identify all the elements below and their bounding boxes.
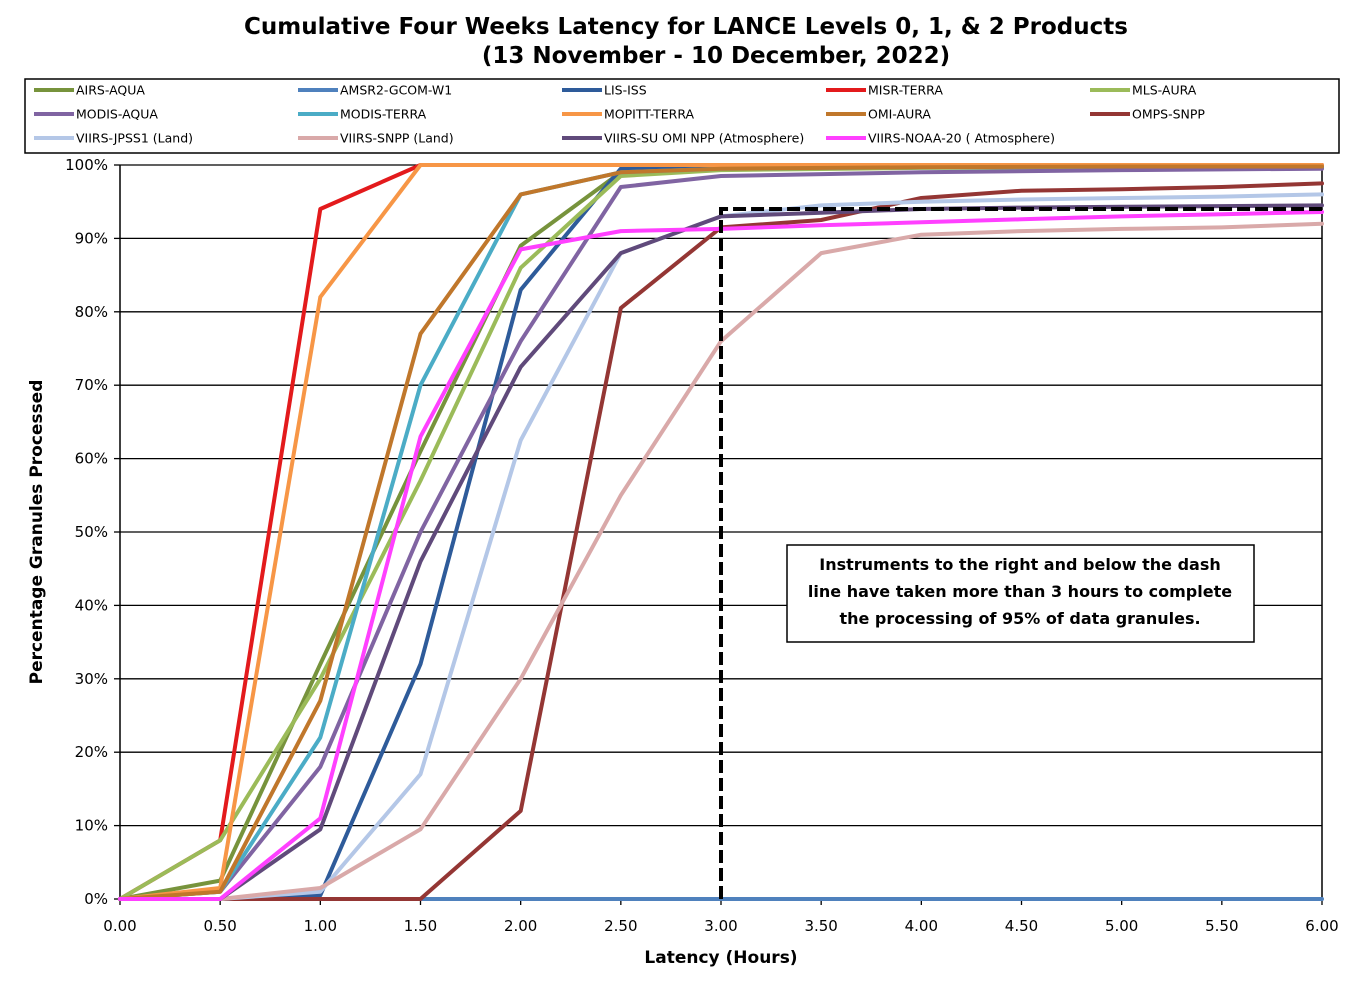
threshold-dashed-line xyxy=(719,207,1322,899)
chart-title: Cumulative Four Weeks Latency for LANCE … xyxy=(244,14,1128,40)
legend-label-airs-aqua: AIRS-AQUA xyxy=(76,83,145,98)
legend-label-modis-terra: MODIS-TERRA xyxy=(340,107,427,122)
annotation-line-3: the processing of 95% of data granules. xyxy=(839,609,1200,628)
legend-label-viirs-su-omi-npp-atmosphere: VIIRS-SU OMI NPP (Atmosphere) xyxy=(604,131,804,146)
y-tick-label: 80% xyxy=(75,303,108,321)
y-tick-label: 0% xyxy=(84,890,108,908)
y-tick-labels: 0% 10% 20% 30% 40% 50% 60% 70% 80% 90% 100% xyxy=(65,156,108,908)
y-axis-label: Percentage Granules Processed xyxy=(27,380,47,685)
annotation-frame xyxy=(786,544,1255,643)
series-line-modis-aqua xyxy=(118,166,1324,901)
y-tick-label: 100% xyxy=(65,156,108,174)
x-tick-label: 3.00 xyxy=(704,917,737,935)
series-line-viirs-su-omi-npp-atmosphere xyxy=(118,203,1324,901)
y-tick-label: 20% xyxy=(75,743,108,761)
legend-label-amsr2-gcom-w1: AMSR2-GCOM-W1 xyxy=(340,83,452,98)
x-tick-labels: 0.00 0.50 1.00 1.50 2.00 2.50 3.00 3.50 4.00 4.50… xyxy=(103,917,1338,935)
x-tick-label: 2.00 xyxy=(504,917,537,935)
x-tick-label: 5.50 xyxy=(1205,917,1238,935)
legend-label-modis-aqua: MODIS-AQUA xyxy=(76,107,158,122)
legend-label-mopitt-terra: MOPITT-TERRA xyxy=(604,107,695,122)
legend-label-mls-aura: MLS-AURA xyxy=(1132,83,1197,98)
legend-label-viirs-noaa-20-atmosphere: VIIRS-NOAA-20 ( Atmosphere) xyxy=(868,131,1055,146)
x-axis-label: Latency (Hours) xyxy=(644,948,797,968)
legend-label-omi-aura: OMI-AURA xyxy=(868,107,931,122)
y-tick-label: 50% xyxy=(75,523,108,541)
annotation-line-1: Instruments to the right and below the d… xyxy=(819,555,1221,574)
legend-label-misr-terra: MISR-TERRA xyxy=(868,83,943,98)
legend-label-viirs-snpp-land: VIIRS-SNPP (Land) xyxy=(340,131,454,146)
x-tick-label: 2.50 xyxy=(604,917,637,935)
x-tick-label: 6.00 xyxy=(1305,917,1338,935)
y-tick-label: 70% xyxy=(75,376,108,394)
threshold-line xyxy=(719,207,1322,899)
y-tick-label: 30% xyxy=(75,670,108,688)
y-tick-label: 40% xyxy=(75,596,108,614)
legend-label-viirs-jpss1-land: VIIRS-JPSS1 (Land) xyxy=(76,131,193,146)
legend-label-omps-snpp: OMPS-SNPP xyxy=(1132,107,1205,122)
x-tick-label: 1.50 xyxy=(404,917,437,935)
x-tick-label: 1.00 xyxy=(304,917,337,935)
chart-subtitle: (13 November - 10 December, 2022) xyxy=(482,43,950,69)
legend-label-lis-iss: LIS-ISS xyxy=(604,83,647,98)
x-tick-label: 0.00 xyxy=(103,917,136,935)
y-tick-label: 10% xyxy=(75,817,108,835)
annotation-box: Instruments to the right and below the d… xyxy=(786,544,1255,643)
series-lines xyxy=(118,163,1324,901)
y-tick-label: 60% xyxy=(75,450,108,468)
series-line-omi-aura xyxy=(118,164,1324,901)
x-tick-label: 4.50 xyxy=(1005,917,1038,935)
y-tick-label: 90% xyxy=(75,229,108,247)
x-tick-label: 0.50 xyxy=(203,917,236,935)
x-tick-label: 5.00 xyxy=(1105,917,1138,935)
x-tick-label: 3.50 xyxy=(804,917,837,935)
x-tick-label: 4.00 xyxy=(905,917,938,935)
chart-legend: AIRS-AQUA AMSR2-GCOM-W1 LIS-ISS MISR-TERRA M… xyxy=(24,78,1340,154)
series-line-viirs-snpp-land xyxy=(118,221,1324,901)
annotation-line-2: line have taken more than 3 hours to com… xyxy=(808,582,1232,601)
